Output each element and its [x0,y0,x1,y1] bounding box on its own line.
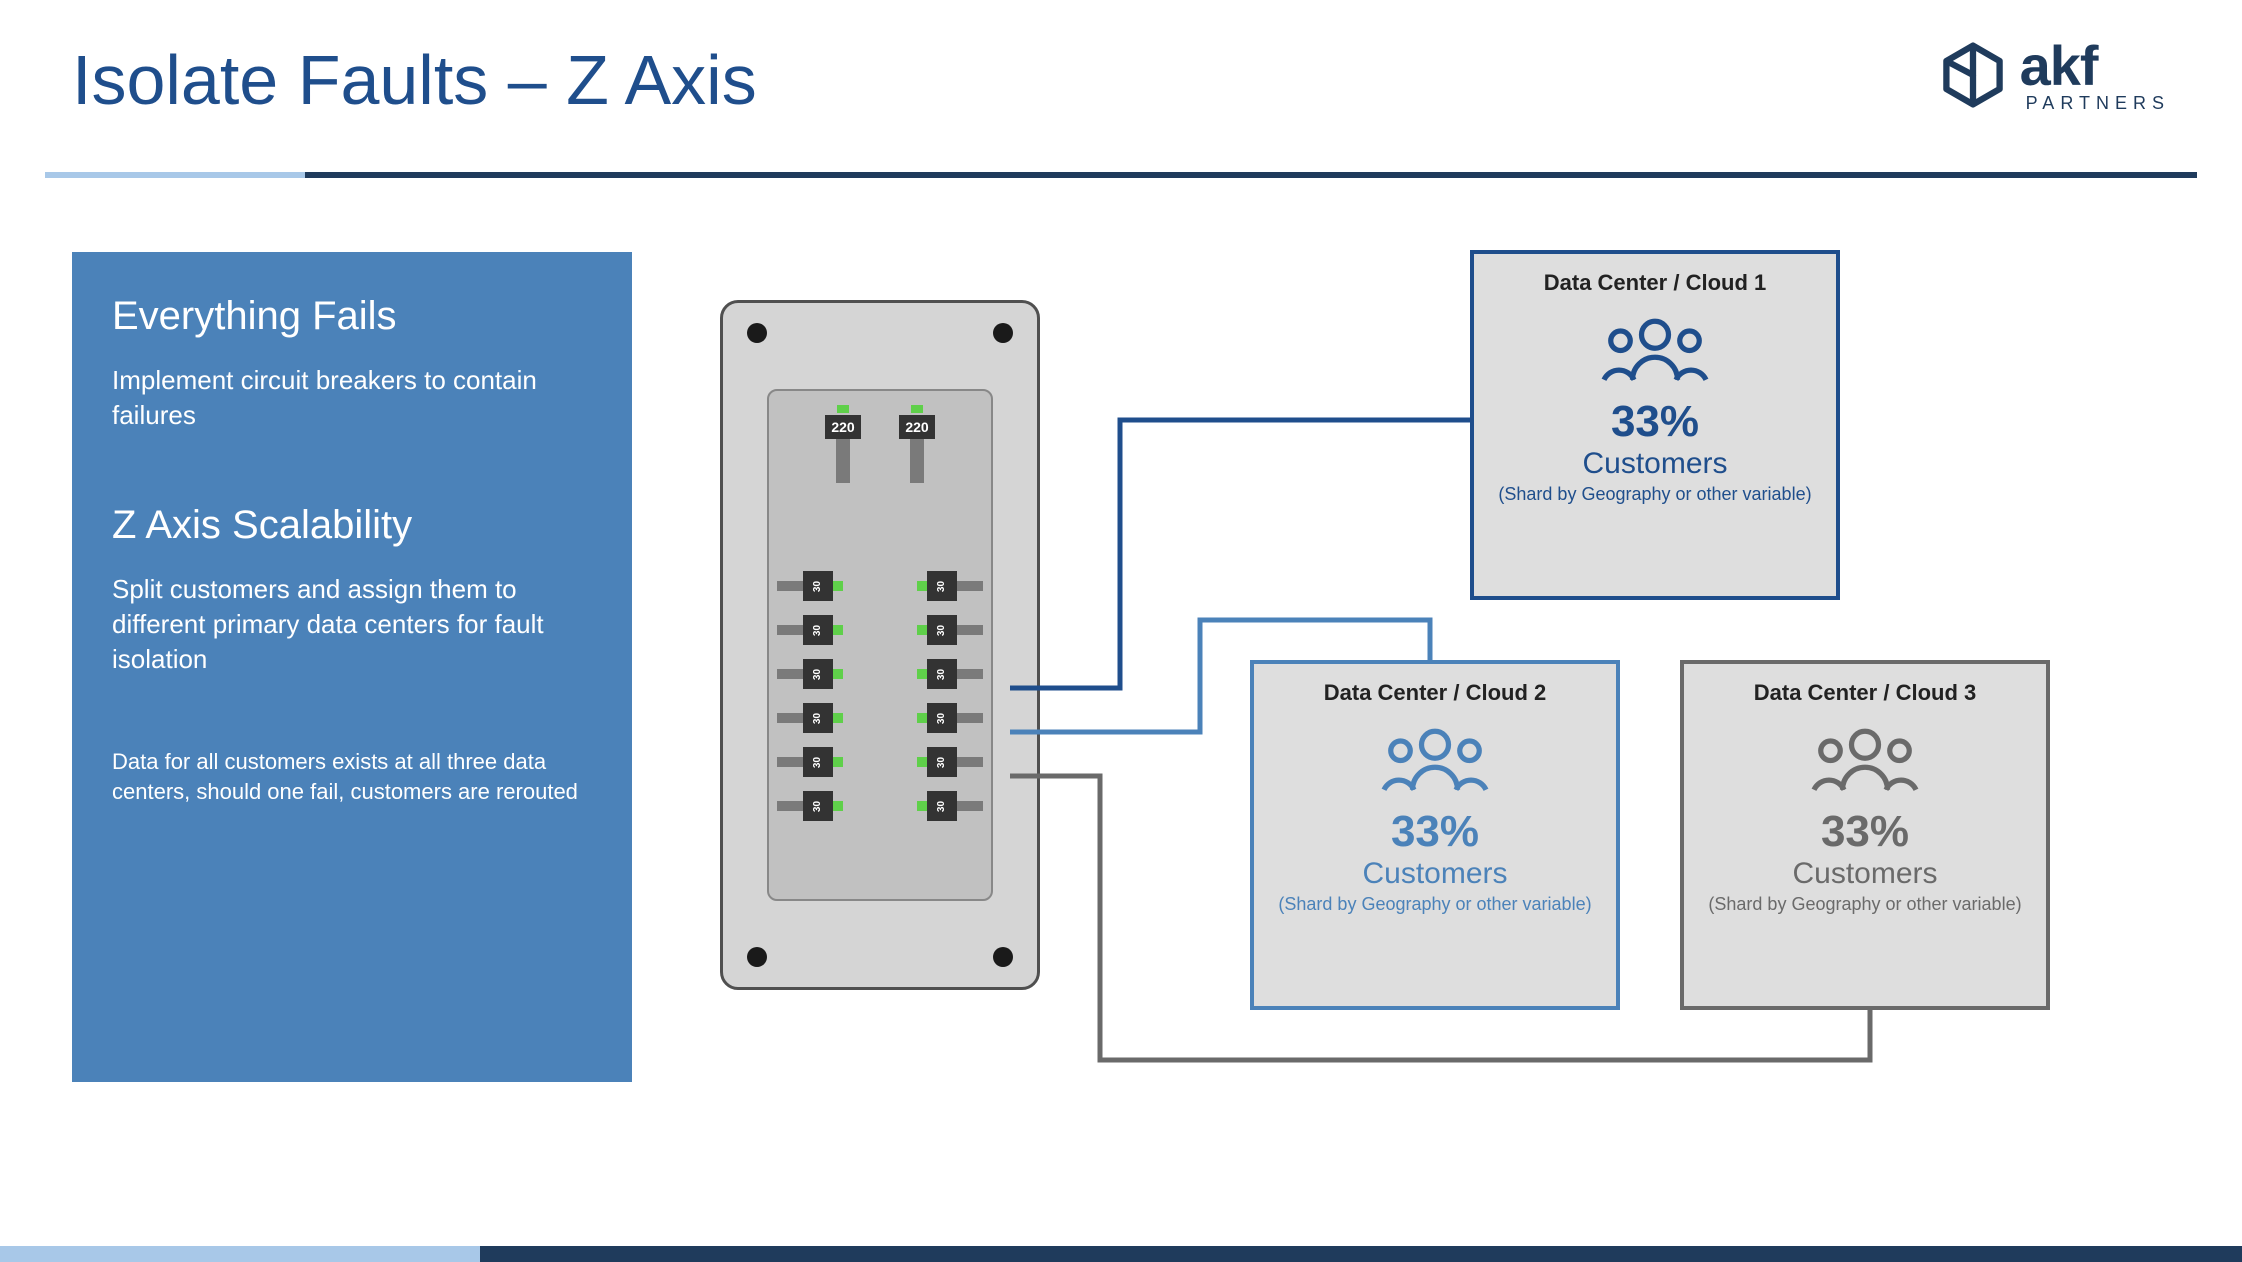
datacenter-box-1: Data Center / Cloud 1 33% Customers (Sha… [1470,250,1840,600]
small-breaker-grid: 30 30 30 30 30 30 30 30 30 30 [769,571,991,821]
dc-title: Data Center / Cloud 2 [1272,680,1598,706]
breaker-row: 30 30 [777,747,983,777]
dc-subtext: (Shard by Geography or other variable) [1272,893,1598,916]
logo-brand: akf [2020,38,2098,94]
connector-dc1 [1010,420,1470,688]
small-breaker: 30 [903,659,983,689]
small-breaker: 30 [777,747,857,777]
breaker-led-icon [837,405,849,413]
divider-light-segment [45,172,305,178]
dc-percent: 33% [1272,807,1598,857]
sidebar-paragraph-3: Data for all customers exists at all thr… [112,747,592,806]
logo-cube-icon [1938,40,2008,110]
logo-text: akf PARTNERS [2020,38,2170,112]
panel-screw-icon [993,947,1013,967]
dc-title: Data Center / Cloud 3 [1702,680,2028,706]
breaker-row: 30 30 [777,615,983,645]
breaker-row: 30 30 [777,659,983,689]
slide-root: Isolate Faults – Z Axis akf PARTNERS Eve… [0,0,2242,1262]
dc-customers-label: Customers [1272,857,1598,891]
panel-inner: 220 220 30 30 30 30 [767,389,993,901]
panel-screw-icon [993,323,1013,343]
sidebar-paragraph-1: Implement circuit breakers to contain fa… [112,363,592,433]
small-breaker: 30 [777,571,857,601]
sidebar-heading-2: Z Axis Scalability [112,503,592,548]
circuit-breaker-panel: 220 220 30 30 30 30 [720,300,1040,990]
logo: akf PARTNERS [1938,38,2170,112]
dc-customers-label: Customers [1702,857,2028,891]
header-divider [45,172,2197,178]
dc-subtext: (Shard by Geography or other variable) [1492,483,1818,506]
small-breaker: 30 [777,791,857,821]
breaker-led-icon [911,405,923,413]
panel-screw-icon [747,947,767,967]
small-breaker: 30 [777,703,857,733]
people-icon [1492,314,1818,389]
sidebar-paragraph-2: Split customers and assign them to diffe… [112,572,592,677]
breaker-stem [910,439,924,483]
small-breaker: 30 [777,615,857,645]
dc-percent: 33% [1492,397,1818,447]
small-breaker: 30 [903,791,983,821]
main-breaker: 220 [891,405,943,483]
people-icon [1272,724,1598,799]
sidebar-panel: Everything Fails Implement circuit break… [72,252,632,1082]
dc-customers-label: Customers [1492,447,1818,481]
dc-title: Data Center / Cloud 1 [1492,270,1818,296]
divider-dark-segment [305,172,2197,178]
small-breaker: 30 [903,703,983,733]
datacenter-box-2: Data Center / Cloud 2 33% Customers (Sha… [1250,660,1620,1010]
logo-subbrand: PARTNERS [2026,94,2170,112]
panel-screw-icon [747,323,767,343]
breaker-stem [836,439,850,483]
main-breaker: 220 [817,405,869,483]
datacenter-box-3: Data Center / Cloud 3 33% Customers (Sha… [1680,660,2050,1010]
main-breaker-row: 220 220 [769,405,991,483]
breaker-row: 30 30 [777,703,983,733]
dc-percent: 33% [1702,807,2028,857]
slide-title: Isolate Faults – Z Axis [72,40,757,120]
dc-subtext: (Shard by Geography or other variable) [1702,893,2028,916]
small-breaker: 30 [903,615,983,645]
small-breaker: 30 [903,571,983,601]
people-icon [1702,724,2028,799]
small-breaker: 30 [777,659,857,689]
small-breaker: 30 [903,747,983,777]
main-breaker-label: 220 [825,415,860,439]
footer-bar [0,1246,2242,1262]
breaker-row: 30 30 [777,571,983,601]
footer-light-segment [0,1246,480,1262]
main-breaker-label: 220 [899,415,934,439]
breaker-row: 30 30 [777,791,983,821]
footer-dark-segment [480,1246,2242,1262]
sidebar-heading-1: Everything Fails [112,294,592,339]
